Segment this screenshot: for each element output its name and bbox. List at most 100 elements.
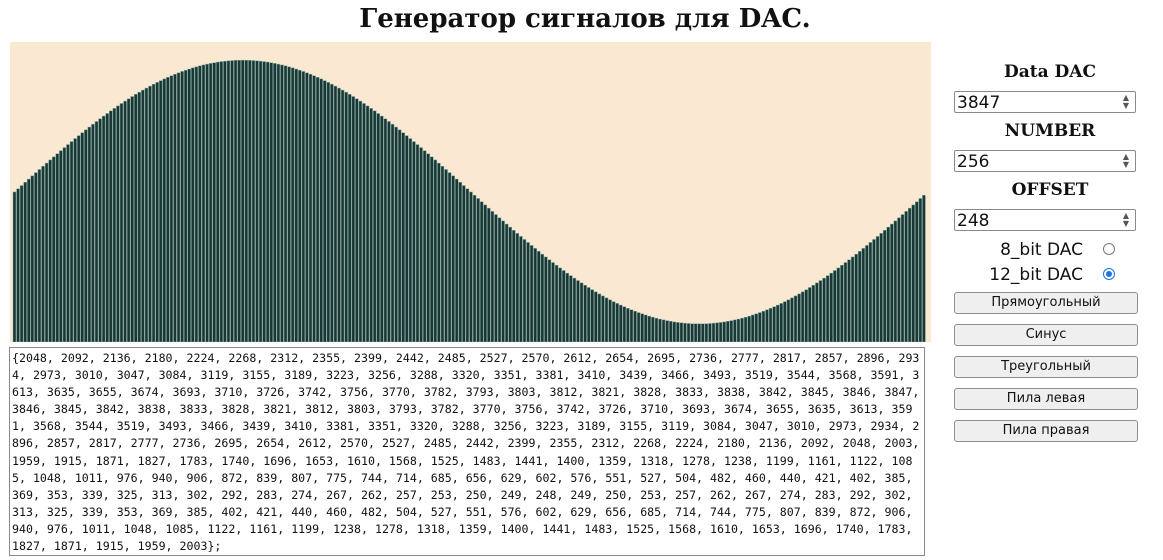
waveform-bar <box>579 282 584 342</box>
waveform-bar <box>558 267 562 342</box>
waveform-bar <box>44 162 49 342</box>
waveform-bar <box>622 306 627 342</box>
waveform-bar <box>829 272 833 342</box>
waveform-bar <box>226 60 231 342</box>
radio-8bit[interactable] <box>1103 243 1115 255</box>
triangle-wave-button[interactable]: Треугольный <box>954 356 1138 378</box>
waveform-bar <box>347 94 352 342</box>
waveform-bar <box>169 75 174 342</box>
waveform-bar <box>544 256 548 342</box>
waveform-bar <box>672 321 677 342</box>
waveform-bar <box>472 195 477 342</box>
waveform-bar <box>151 83 156 342</box>
waveform-bar <box>244 59 249 342</box>
waveform-bar <box>298 69 302 342</box>
waveform-bar <box>187 68 191 342</box>
waveform-bar <box>808 287 812 342</box>
waveform-bar <box>476 198 480 342</box>
waveform-bar <box>822 277 826 342</box>
waveform-bar <box>697 323 701 342</box>
radio-8bit-row[interactable]: 8_bit DAC <box>954 239 1138 261</box>
square-wave-button[interactable]: Прямоугольный <box>954 292 1138 314</box>
spinner-icon[interactable]: ▲ ▼ <box>1122 211 1130 228</box>
waveform-bar <box>59 150 63 342</box>
spinner-icon[interactable]: ▲ ▼ <box>1122 93 1130 110</box>
waveform-bar <box>219 61 224 342</box>
waveform-bar <box>262 61 266 342</box>
waveform-bar <box>73 138 77 342</box>
waveform-bar <box>430 156 434 342</box>
waveform-bar <box>116 105 120 342</box>
waveform-bar <box>362 103 366 342</box>
waveform-bar <box>619 304 623 342</box>
waveform-bar <box>608 299 612 342</box>
waveform-bar <box>890 223 894 342</box>
waveform-bar <box>173 73 177 342</box>
waveform-bar <box>512 230 516 342</box>
page-title: Генератор сигналов для DAC. <box>359 4 811 34</box>
waveform-bar <box>301 71 306 342</box>
waveform-bar <box>565 272 570 342</box>
waveform-bar <box>233 60 238 342</box>
waveform-bar <box>915 201 919 342</box>
offset-value: 248 <box>957 211 990 231</box>
waveform-bar <box>365 105 370 342</box>
waveform-bar <box>344 91 348 342</box>
waveform-bar <box>683 322 687 342</box>
waveform-bar <box>715 322 719 342</box>
waveform-bar <box>775 304 780 342</box>
waveform-bar <box>640 313 644 342</box>
waveform-bar <box>148 85 152 342</box>
waveform-bar <box>123 100 127 342</box>
waveform-bar <box>861 248 866 342</box>
waveform-bar <box>280 64 284 342</box>
waveform-bar <box>419 147 423 342</box>
waveform-bar <box>569 275 573 342</box>
waveform-bar <box>462 185 466 342</box>
waveform-bar <box>76 135 81 342</box>
waveform-bar <box>155 82 159 342</box>
waveform-bar <box>800 291 805 342</box>
radio-12bit-row[interactable]: 12_bit DAC <box>954 264 1138 286</box>
radio-8bit-label: 8_bit DAC <box>1000 240 1083 260</box>
waveform-bar <box>87 126 92 342</box>
sine-wave-button[interactable]: Синус <box>954 324 1138 346</box>
waveform-bar <box>401 132 405 342</box>
saw-right-button[interactable]: Пила правая <box>954 420 1138 442</box>
waveform-bar <box>19 185 24 342</box>
waveform-bar <box>315 77 320 342</box>
waveform-bar <box>857 251 862 342</box>
waveform-bar <box>230 60 234 342</box>
saw-left-button[interactable]: Пила левая <box>954 388 1138 410</box>
waveform-bar <box>330 83 334 342</box>
waveform-bar <box>55 153 60 342</box>
waveform-bar <box>647 315 652 342</box>
waveform-bar <box>201 64 206 342</box>
waveform-bar <box>701 323 705 342</box>
waveform-bar <box>611 301 616 342</box>
spinner-icon[interactable]: ▲ ▼ <box>1122 152 1130 169</box>
waveform-bar <box>907 207 912 342</box>
waveform-bar <box>836 267 841 342</box>
number-input[interactable]: 256 ▲ ▼ <box>954 150 1136 172</box>
offset-input[interactable]: 248 ▲ ▼ <box>954 209 1136 231</box>
waveform-bar <box>294 68 298 342</box>
data-dac-input[interactable]: 3847 ▲ ▼ <box>954 91 1136 113</box>
radio-12bit[interactable] <box>1103 268 1115 280</box>
waveform-bar <box>854 253 858 342</box>
waveform-bar <box>16 188 20 342</box>
waveform-bar <box>758 312 762 342</box>
waveform-bar <box>23 182 27 342</box>
waveform-bar <box>668 321 673 342</box>
waveform-bar <box>601 295 605 342</box>
waveform-bar <box>101 115 106 342</box>
waveform-bar <box>258 60 263 342</box>
waveform-bar <box>651 316 655 342</box>
waveform-bar <box>704 323 709 342</box>
waveform-bar <box>882 230 887 342</box>
waveform-bar <box>594 291 598 342</box>
waveform-bar <box>658 318 662 342</box>
waveform-bar <box>561 270 566 342</box>
output-textarea[interactable]: {2048, 2092, 2136, 2180, 2224, 2268, 231… <box>9 347 925 556</box>
waveform-bar <box>497 217 502 342</box>
